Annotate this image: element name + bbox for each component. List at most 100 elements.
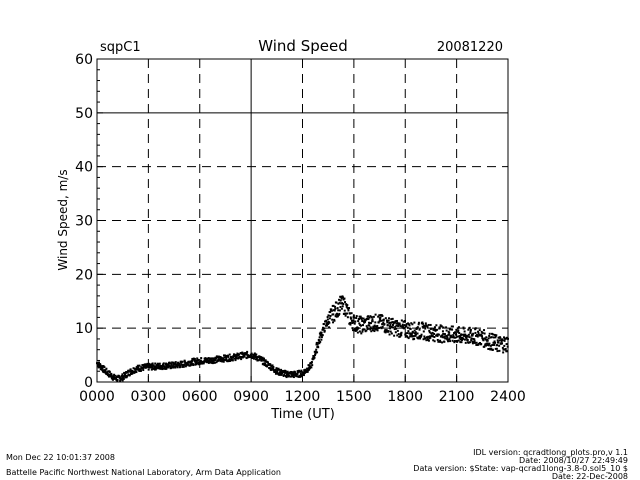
data-point <box>441 330 444 333</box>
data-point <box>294 372 297 375</box>
data-point <box>374 313 377 316</box>
data-point <box>322 323 325 326</box>
data-point <box>151 362 154 365</box>
data-point <box>289 372 292 375</box>
data-point <box>368 322 371 325</box>
data-point <box>358 315 361 318</box>
data-point <box>349 321 352 324</box>
data-point <box>462 326 465 329</box>
data-point <box>369 315 372 318</box>
data-point <box>407 337 410 340</box>
data-point <box>395 324 398 327</box>
data-point <box>451 336 454 339</box>
data-point <box>328 326 331 329</box>
data-point <box>375 328 378 331</box>
data-point <box>150 368 153 371</box>
data-point <box>257 359 260 362</box>
data-point <box>308 367 311 370</box>
data-point <box>366 317 369 320</box>
data-point <box>341 295 344 298</box>
data-point <box>336 313 339 316</box>
data-point <box>253 354 256 357</box>
data-point <box>357 320 360 323</box>
data-point <box>448 338 451 341</box>
data-point <box>424 327 427 330</box>
footer-idl-date: Date: 2008/10/27 22:49:49 <box>519 456 628 465</box>
data-point <box>372 327 375 330</box>
data-point <box>431 331 434 334</box>
data-point <box>109 374 112 377</box>
data-point <box>379 318 382 321</box>
data-point <box>208 359 211 362</box>
data-point <box>440 325 443 328</box>
data-point <box>103 371 106 374</box>
data-point <box>403 327 406 330</box>
data-point <box>425 324 428 327</box>
data-point <box>360 324 363 327</box>
data-point <box>270 365 273 368</box>
data-point <box>464 341 467 344</box>
data-point <box>442 332 445 335</box>
data-point <box>460 333 463 336</box>
x-tick-label: 0300 <box>131 389 167 405</box>
data-point <box>299 370 302 373</box>
data-point <box>215 361 218 364</box>
data-point <box>358 330 361 333</box>
data-point <box>469 330 472 333</box>
data-point <box>485 344 488 347</box>
data-point <box>481 335 484 338</box>
x-tick-label: 2100 <box>439 389 475 405</box>
data-point <box>104 369 107 372</box>
data-point <box>480 330 483 333</box>
data-point <box>120 374 123 377</box>
data-point <box>326 318 329 321</box>
data-point <box>386 324 389 327</box>
data-point <box>141 364 144 367</box>
data-point <box>420 333 423 336</box>
data-point <box>433 340 436 343</box>
data-point <box>424 337 427 340</box>
data-point <box>286 370 289 373</box>
data-point <box>347 309 350 312</box>
data-point <box>269 363 272 366</box>
data-point <box>97 366 100 369</box>
data-point <box>496 339 499 342</box>
data-point <box>308 368 311 371</box>
data-point <box>473 340 476 343</box>
data-point <box>370 327 373 330</box>
data-point <box>376 329 379 332</box>
data-point <box>429 323 432 326</box>
data-point <box>461 339 464 342</box>
data-point <box>147 368 150 371</box>
data-point <box>470 337 473 340</box>
data-point <box>220 356 223 359</box>
footer-data-version: Data version: $State: vap-qcrad1long-3.8… <box>413 464 628 473</box>
data-point <box>399 335 402 338</box>
data-point <box>245 353 248 356</box>
data-point <box>167 366 170 369</box>
data-point <box>321 334 324 337</box>
data-point <box>491 348 494 351</box>
data-point <box>200 357 203 360</box>
data-point <box>363 328 366 331</box>
data-point <box>421 321 424 324</box>
data-point <box>326 321 329 324</box>
data-point <box>328 321 331 324</box>
data-point <box>352 314 355 317</box>
data-point <box>492 336 495 339</box>
data-point <box>377 326 380 329</box>
data-point <box>198 362 201 365</box>
data-point <box>300 370 303 373</box>
data-point <box>202 362 205 365</box>
data-point <box>238 353 241 356</box>
data-point <box>292 374 295 377</box>
data-point <box>403 324 406 327</box>
data-point <box>405 325 408 328</box>
data-point <box>450 335 453 338</box>
data-point <box>144 363 147 366</box>
data-point <box>457 330 460 333</box>
data-point <box>419 337 422 340</box>
data-point <box>100 367 103 370</box>
data-point <box>139 369 142 372</box>
data-point <box>178 362 181 365</box>
